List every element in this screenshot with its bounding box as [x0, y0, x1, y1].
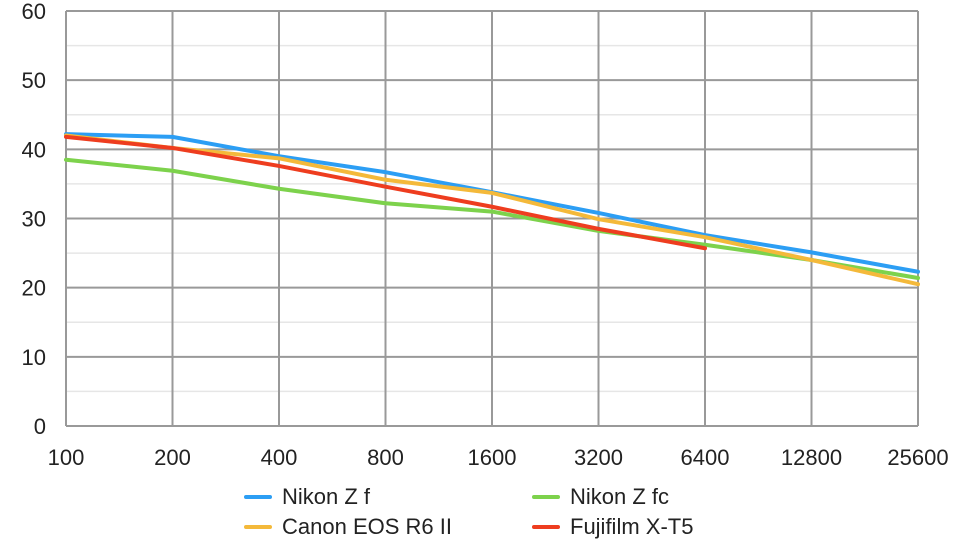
x-tick-label: 100 [48, 445, 85, 470]
legend-swatch [244, 525, 272, 529]
legend-item-nikon-z-fc: Nikon Z fc [532, 484, 782, 510]
x-tick-label: 25600 [887, 445, 948, 470]
legend-label: Fujifilm X-T5 [570, 514, 694, 539]
series-line-canon-eos-r6-ii [64, 133, 920, 287]
legend: Nikon Z f Nikon Z fc Canon EOS R6 II Fuj… [244, 484, 782, 540]
y-tick-label: 0 [34, 414, 46, 439]
x-tick-label: 1600 [468, 445, 517, 470]
legend-swatch [532, 495, 560, 499]
line-chart: 0 10 20 30 40 50 60 100 200 400 800 1600 3200 6400 128… [22, 0, 949, 470]
legend-item-nikon-z-f: Nikon Z f [244, 484, 532, 510]
series-line-fujifilm-x-t5 [64, 134, 707, 251]
y-tick-label: 50 [22, 68, 46, 93]
legend-swatch [244, 495, 272, 499]
x-tick-label: 6400 [681, 445, 730, 470]
y-tick-label: 60 [22, 0, 46, 24]
legend-swatch [532, 525, 560, 529]
x-tick-label: 200 [154, 445, 191, 470]
legend-item-fujifilm-x-t5: Fujifilm X-T5 [532, 514, 782, 540]
y-tick-label: 10 [22, 345, 46, 370]
x-tick-label: 400 [261, 445, 298, 470]
y-tick-label: 40 [22, 137, 46, 162]
legend-label: Canon EOS R6 II [282, 514, 452, 539]
legend-label: Nikon Z f [282, 484, 371, 509]
legend-label: Nikon Z fc [570, 484, 670, 509]
series-line-nikon-z-fc [64, 157, 920, 280]
legend-item-canon-eos-r6-ii: Canon EOS R6 II [244, 514, 532, 540]
y-tick-label: 20 [22, 276, 46, 301]
x-tick-label: 12800 [781, 445, 842, 470]
x-tick-label: 3200 [574, 445, 623, 470]
x-tick-label: 800 [367, 445, 404, 470]
y-tick-label: 30 [22, 207, 46, 232]
